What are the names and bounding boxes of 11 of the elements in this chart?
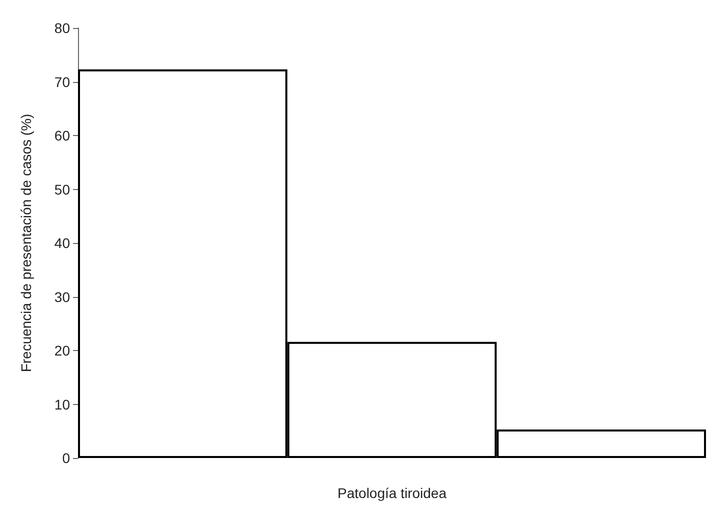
- y-tick-label: 40: [54, 235, 70, 251]
- y-axis-title: Frecuencia de presentación de casos (%): [18, 114, 34, 372]
- y-tick-label: 70: [54, 74, 70, 90]
- y-tick-label: 10: [54, 396, 70, 412]
- y-tick-label: 30: [54, 288, 70, 305]
- y-tick-label: 50: [54, 181, 70, 198]
- y-tick-label: 80: [54, 20, 70, 36]
- y-tick-label: 0: [62, 450, 70, 466]
- y-tick-label: 60: [54, 128, 70, 144]
- y-tick-label: 20: [54, 342, 70, 358]
- x-axis-title: Patología tiroidea: [338, 485, 447, 501]
